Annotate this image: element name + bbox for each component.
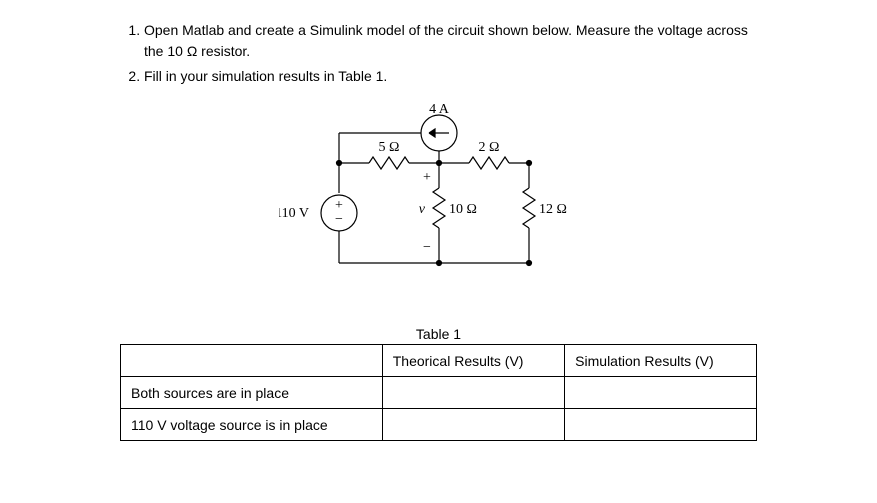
- instruction-item: Fill in your simulation results in Table…: [144, 66, 757, 87]
- table-header-simulation: Simulation Results (V): [565, 345, 757, 377]
- table-title: Table 1: [120, 326, 757, 342]
- row-simulation: [565, 377, 757, 409]
- r1-label: 5 Ω: [378, 140, 399, 155]
- v-plus: +: [423, 170, 431, 185]
- row-simulation: [565, 409, 757, 441]
- table-row: Both sources are in place: [121, 377, 757, 409]
- instruction-item: Open Matlab and create a Simulink model …: [144, 20, 757, 62]
- svg-text:+: +: [335, 198, 343, 213]
- r3-label: 10 Ω: [449, 202, 477, 217]
- voltage-source-label: 110 V: [279, 206, 309, 221]
- svg-text:−: −: [335, 212, 343, 227]
- v-label: v: [418, 202, 425, 217]
- circuit-diagram: + − 4 A 110 V 5 Ω 2 Ω 10 Ω 12 Ω + v −: [120, 103, 757, 306]
- current-source-label: 4 A: [429, 103, 450, 117]
- results-table: Theorical Results (V) Simulation Results…: [120, 344, 757, 441]
- table-header-blank: [121, 345, 383, 377]
- r4-label: 12 Ω: [539, 202, 567, 217]
- v-minus: −: [423, 240, 431, 255]
- row-label: 110 V voltage source is in place: [121, 409, 383, 441]
- instruction-list: Open Matlab and create a Simulink model …: [120, 20, 757, 87]
- r2-label: 2 Ω: [478, 140, 499, 155]
- table-row: 110 V voltage source is in place: [121, 409, 757, 441]
- row-label: Both sources are in place: [121, 377, 383, 409]
- table-header-theoretical: Theorical Results (V): [382, 345, 564, 377]
- row-theoretical: [382, 409, 564, 441]
- results-table-section: Table 1 Theorical Results (V) Simulation…: [120, 326, 757, 441]
- row-theoretical: [382, 377, 564, 409]
